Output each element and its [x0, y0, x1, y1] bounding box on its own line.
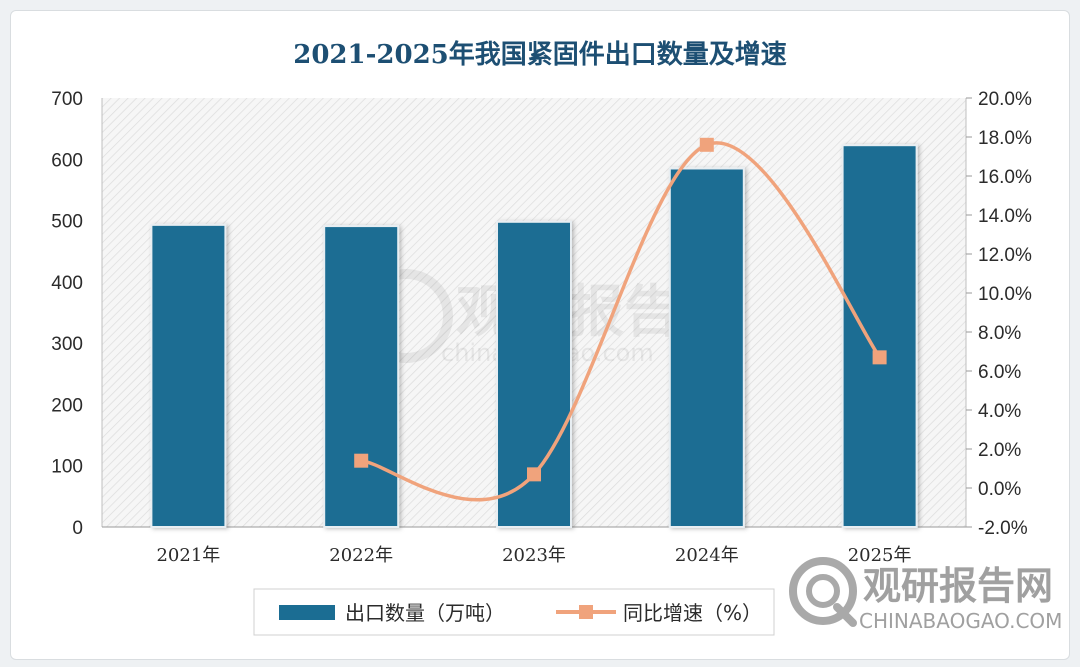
y-left-tick-label: 400 [51, 273, 83, 294]
growth-point [872, 350, 887, 365]
y-right-tick-label: 16.0% [978, 167, 1032, 188]
x-tick-label: 2022年 [329, 545, 393, 566]
legend-bar-swatch [279, 605, 335, 620]
y-right-tick-label: 14.0% [978, 206, 1032, 227]
x-tick-label: 2024年 [675, 545, 739, 566]
y-right-tick-label: 10.0% [978, 284, 1032, 305]
y-left-tick-label: 0 [72, 518, 83, 539]
x-tick-label: 2025年 [848, 545, 912, 566]
y-left-tick-label: 100 [51, 457, 83, 478]
y-axis-left: 0 100 200 300 400 500 600 700 [51, 89, 83, 539]
line-series [354, 137, 887, 502]
corner-logo-en: CHINABAOGAO.COM [859, 609, 1062, 633]
growth-line [360, 141, 882, 502]
corner-logo: 观研报告网 CHINABAOGAO.COM [789, 557, 1062, 633]
y-right-tick-label: 18.0% [978, 128, 1032, 149]
bar [668, 167, 745, 528]
bar-series [150, 144, 918, 529]
y-right-tick-label: -2.0% [978, 518, 1028, 539]
legend-line-label: 同比增速（%） [623, 601, 762, 625]
y-axis-right: -2.0% 0.0% 2.0% 4.0% 6.0% 8.0% 10.0% 12.0% 14.0%… [966, 89, 1032, 539]
chart-title: 2021-2025年我国紧固件出口数量及增速 [293, 39, 787, 70]
y-left-tick-label: 600 [51, 150, 83, 171]
y-right-tick-label: 8.0% [978, 323, 1021, 344]
y-left-tick-label: 300 [51, 334, 83, 355]
legend-line-marker [579, 605, 593, 619]
y-right-tick-label: 6.0% [978, 362, 1021, 383]
y-left-tick-label: 700 [51, 89, 83, 110]
x-tick-label: 2023年 [502, 545, 566, 566]
corner-logo-cn: 观研报告网 [863, 564, 1053, 608]
y-right-tick-label: 4.0% [978, 401, 1021, 422]
y-left-tick-label: 200 [51, 395, 83, 416]
growth-point [527, 467, 541, 482]
growth-point [699, 137, 714, 152]
bar [841, 144, 918, 528]
corner-logo-icon [789, 557, 857, 627]
chart-card: 2021-2025年我国紧固件出口数量及增速 观研报告网 chinabaogao… [10, 10, 1070, 660]
y-right-tick-label: 0.0% [978, 479, 1021, 500]
legend-box [253, 588, 775, 636]
x-axis-ticks: 2021年 2022年 2023年 2024年 2025年 [156, 545, 911, 566]
growth-point [354, 453, 369, 468]
y-right-tick-label: 2.0% [978, 440, 1021, 461]
y-left-tick-label: 500 [51, 212, 83, 233]
chart-svg: 2021-2025年我国紧固件出口数量及增速 观研报告网 chinabaogao… [51, 39, 1062, 636]
bar [150, 223, 227, 529]
legend-bar-label: 出口数量（万吨） [345, 601, 505, 625]
y-right-tick-label: 20.0% [978, 89, 1032, 110]
x-tick-label: 2021年 [156, 545, 220, 566]
bar [323, 225, 400, 529]
y-right-tick-label: 12.0% [978, 245, 1032, 266]
